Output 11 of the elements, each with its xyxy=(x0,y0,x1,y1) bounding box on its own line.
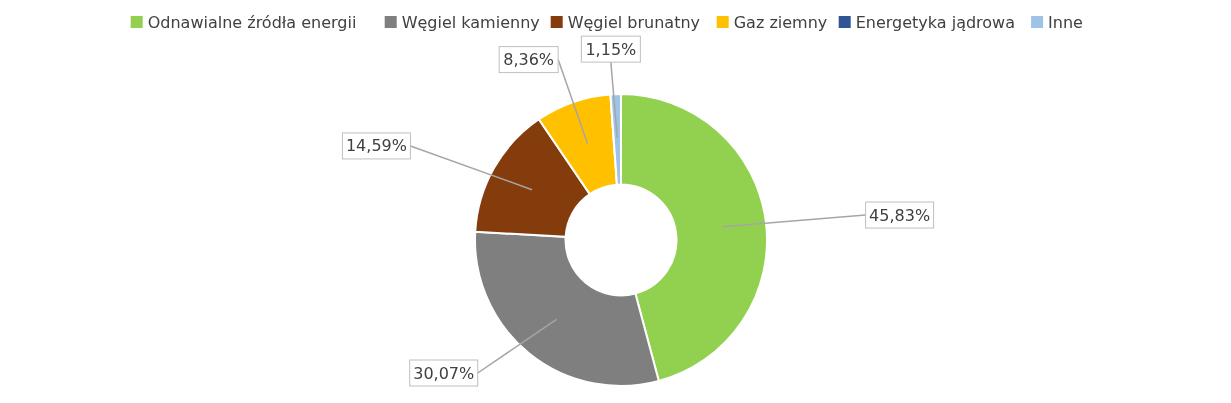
data-label: 45,83% xyxy=(869,205,931,225)
legend-label: Energetyka jądrowa xyxy=(855,12,1016,32)
data-label: 30,07% xyxy=(413,363,475,383)
data-label: 1,15% xyxy=(585,39,637,59)
data-label: 14,59% xyxy=(345,136,407,156)
legend-label: Inne xyxy=(1048,12,1083,32)
legend-label: Węgiel brunatny xyxy=(567,12,701,32)
data-label: 8,36% xyxy=(503,50,555,70)
legend-label: Gaz ziemny xyxy=(733,12,828,32)
legend-label: Węgiel kamienny xyxy=(401,12,540,32)
legend-label: Odnawialne źródła energii xyxy=(147,12,357,32)
